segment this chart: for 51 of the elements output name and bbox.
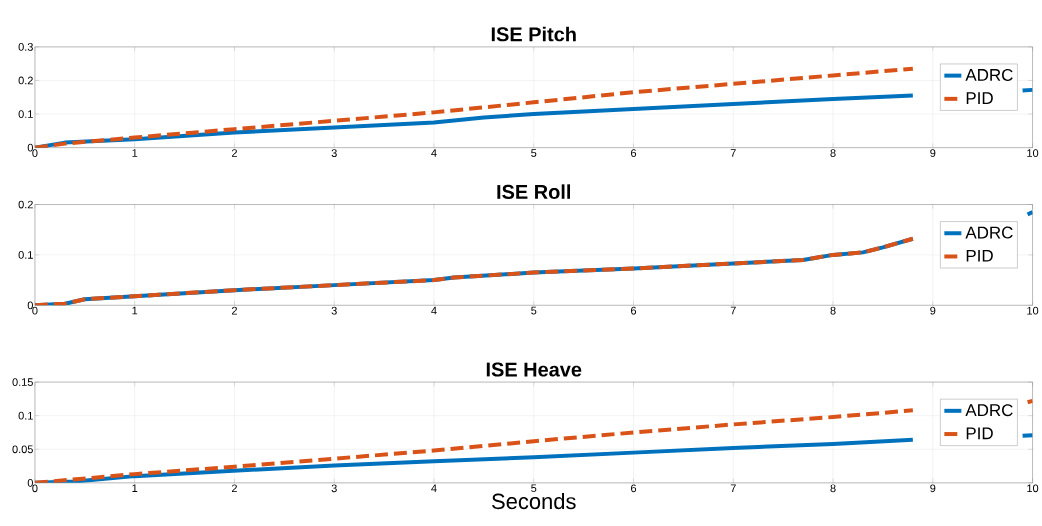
- x-tick-label: 3: [331, 149, 337, 158]
- y-tick-label: 0.2: [18, 76, 33, 85]
- legend-label: PID: [966, 92, 993, 105]
- x-tick-label: 2: [231, 306, 237, 315]
- y-tick-label: 0.05: [12, 445, 33, 454]
- x-tick-label: 2: [231, 484, 237, 493]
- x-tick-label: 5: [531, 484, 537, 493]
- x-tick-label: 6: [631, 306, 637, 315]
- x-axis-title: Seconds: [492, 493, 576, 510]
- x-tick-label: 9: [930, 306, 936, 315]
- line-series: [34, 66, 915, 148]
- y-tick-label: 0.2: [18, 200, 33, 209]
- y-tick-label: 0.1: [18, 251, 33, 259]
- legend-label: ADRC: [965, 69, 1013, 82]
- x-tick-label: 4: [431, 149, 437, 157]
- y-tick-label: 0: [27, 479, 33, 487]
- y-tick-label: 0.1: [18, 411, 33, 420]
- x-tick-label: 9: [930, 484, 936, 493]
- y-tick-label: 0.3: [18, 43, 33, 51]
- y-tick-label: 0.1: [18, 110, 33, 119]
- series-label: ADRC: [965, 226, 1013, 239]
- x-tick-label: 10: [1027, 149, 1039, 158]
- chart-title: ISE Heave: [486, 362, 582, 377]
- x-tick-label: 7: [730, 484, 736, 493]
- x-tick-label: 5: [531, 149, 537, 157]
- x-tick-label: 8: [830, 149, 836, 158]
- chart-title: ISE Roll: [497, 184, 571, 200]
- x-tick-label: 1: [132, 149, 138, 157]
- x-tick-label: 5: [531, 306, 537, 315]
- y-tick-label: 0.15: [12, 378, 33, 387]
- x-tick-label: 6: [631, 484, 637, 493]
- x-tick-label: 7: [730, 306, 736, 315]
- x-tick-label: 3: [331, 484, 337, 493]
- line-series: [34, 236, 915, 306]
- legend-label: PID: [966, 427, 993, 440]
- x-tick-label: 9: [930, 149, 936, 158]
- x-tick-label: 2: [231, 149, 237, 157]
- x-tick-label: 6: [631, 149, 637, 158]
- x-tick-label: 8: [830, 484, 836, 493]
- x-tick-label: 8: [830, 306, 836, 315]
- x-tick-label: 7: [730, 149, 736, 157]
- legend-label: ADRC: [965, 404, 1013, 417]
- x-tick-label: 1: [132, 484, 138, 493]
- x-tick-label: 1: [132, 306, 138, 315]
- legend-label: PID: [966, 250, 993, 262]
- x-tick-label: 10: [1027, 306, 1039, 315]
- x-tick-label: 4: [431, 306, 437, 315]
- x-tick-label: 3: [331, 306, 337, 315]
- chart-title: ISE Pitch: [491, 26, 576, 42]
- x-tick-label: 10: [1027, 484, 1039, 493]
- x-tick-label: 4: [431, 484, 437, 493]
